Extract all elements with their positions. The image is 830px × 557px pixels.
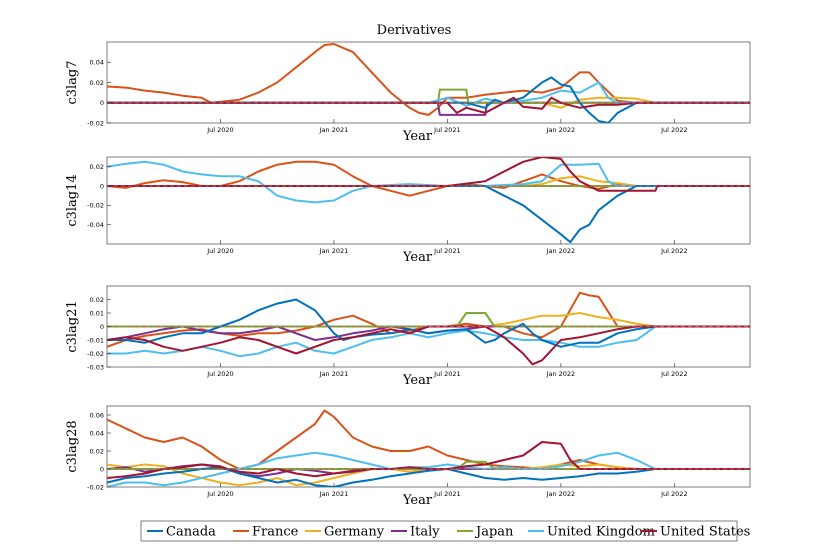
series-line-germany (107, 96, 750, 109)
legend-label-italy: Italy (410, 525, 440, 540)
panel-c3lag21: -0.03 -0.02 -0.01 0 0.01 0.02 Jul 2020 Jan 2021… (65, 285, 751, 388)
x-axis-label: Year (402, 373, 433, 388)
x-axis-label: Year (402, 129, 433, 144)
y-tick-label: 0.02 (90, 79, 104, 87)
axes-box (106, 156, 751, 245)
legend-label-canada: Canada (166, 525, 216, 540)
y-tick-label: 0.02 (90, 447, 104, 455)
legend-label-germany: Germany (324, 525, 385, 540)
x-axis-label: Year (402, 250, 433, 265)
series-line-united-kingdom (107, 81, 750, 107)
series-line-united-kingdom (107, 160, 750, 204)
series-line-japan (107, 88, 750, 104)
series-line-japan (107, 312, 750, 328)
series-line-france (107, 291, 750, 348)
series-line-canada (107, 76, 750, 123)
x-tick-label: Jan 2021 (319, 370, 349, 378)
series-line-germany (107, 312, 750, 328)
x-axis-label: Year (402, 493, 433, 508)
x-tick-label: Jul 2020 (206, 247, 233, 255)
legend-label-united-kingdom: United Kingdom (547, 525, 655, 540)
x-tick-label: Jul 2020 (206, 126, 233, 134)
y-tick-label: 0.04 (90, 59, 104, 67)
y-tick-label: -0.03 (87, 363, 104, 371)
y-tick-label: 0 (100, 99, 104, 107)
series-line-france (107, 409, 750, 470)
axes-box (106, 405, 751, 488)
y-tick-label: -0.04 (87, 221, 104, 229)
series-line-united-states (107, 157, 750, 192)
panel-c3lag14: -0.04 -0.02 0 0.02 Jul 2020 Jan 2021 Jul 2021 J… (65, 156, 751, 265)
legend-label-france: France (252, 525, 299, 540)
x-tick-label: Jul 2022 (660, 370, 687, 378)
series-line-france (107, 43, 750, 116)
x-tick-label: Jul 2021 (433, 126, 460, 134)
x-tick-label: Jul 2022 (660, 247, 687, 255)
y-tick-label: -0.01 (87, 336, 104, 344)
x-tick-label: Jan 2022 (546, 370, 576, 378)
panel-c3lag28: -0.02 0 0.02 0.04 0.06 Jul 2020 Jan 2021 Jul 20… (65, 405, 751, 508)
y-axis-label: c3lag21 (65, 300, 80, 352)
x-tick-label: Jul 2022 (660, 126, 687, 134)
x-tick-label: Jan 2022 (546, 126, 576, 134)
y-tick-label: 0.06 (90, 411, 104, 419)
y-tick-label: 0.04 (90, 429, 104, 437)
series-group (107, 43, 750, 123)
y-tick-label: 0.01 (90, 309, 104, 317)
figure-title: Derivatives (377, 23, 452, 38)
legend-label-japan: Japan (474, 525, 514, 540)
legend: Canada France Germany Italy Japan United King… (140, 520, 750, 542)
x-tick-label: Jul 2021 (433, 490, 460, 498)
y-tick-label: 0 (100, 323, 104, 331)
y-axis-label: c3lag7 (65, 60, 80, 104)
y-axis-label: c3lag28 (65, 420, 80, 472)
series-group (107, 409, 750, 487)
x-tick-label: Jul 2020 (206, 490, 233, 498)
y-tick-label: -0.02 (87, 119, 104, 127)
series-line-united-kingdom (107, 325, 750, 358)
series-line-canada (107, 298, 750, 348)
series-line-united-states (107, 325, 750, 366)
y-axis-label: c3lag14 (65, 174, 80, 226)
x-tick-label: Jan 2021 (319, 247, 349, 255)
series-group (107, 157, 750, 244)
panels: -0.02 0 0.02 0.04 Jul 2020 Jan 2021 Jul 2021 Ja… (65, 41, 751, 508)
panel-c3lag7: -0.02 0 0.02 0.04 Jul 2020 Jan 2021 Jul 2021 Ja… (65, 41, 751, 144)
x-tick-label: Jul 2021 (433, 247, 460, 255)
x-tick-label: Jan 2021 (319, 490, 349, 498)
x-tick-label: Jul 2022 (660, 490, 687, 498)
axes-box (106, 41, 751, 124)
y-tick-label: -0.02 (87, 483, 104, 491)
x-tick-label: Jul 2021 (433, 370, 460, 378)
y-tick-label: 0.02 (90, 163, 104, 171)
x-tick-label: Jan 2021 (319, 126, 349, 134)
y-tick-label: -0.02 (87, 202, 104, 210)
y-tick-label: -0.02 (87, 350, 104, 358)
series-line-canada (107, 185, 750, 244)
series-group (107, 291, 750, 366)
x-tick-label: Jan 2022 (546, 490, 576, 498)
y-tick-label: 0 (100, 182, 104, 190)
series-line-united-states (107, 96, 750, 114)
y-tick-label: 0.02 (90, 296, 104, 304)
x-tick-label: Jul 2020 (206, 370, 233, 378)
x-tick-label: Jan 2022 (546, 247, 576, 255)
series-line-italy (107, 101, 750, 116)
legend-label-united-states: United States (660, 525, 750, 540)
y-tick-label: 0 (100, 465, 104, 473)
legend-box (140, 520, 738, 542)
